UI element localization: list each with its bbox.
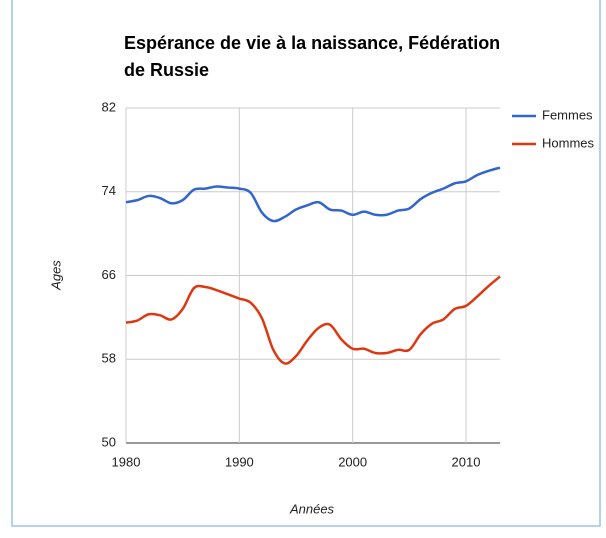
x-tick-label: 2000 <box>338 454 367 469</box>
x-tick-label: 1990 <box>225 454 254 469</box>
y-tick-label: 50 <box>102 434 116 449</box>
legend-label: Femmes <box>542 107 593 122</box>
frame <box>11 0 601 527</box>
line <box>125 166 501 223</box>
y-axis-label: Ages <box>48 260 63 291</box>
x-axis-label: Années <box>289 501 335 516</box>
x-tick-label: 1980 <box>112 454 141 469</box>
x-tick-label: 2010 <box>452 454 481 469</box>
y-tick-label: 66 <box>102 267 116 282</box>
y-tick-label: 74 <box>102 183 116 198</box>
line <box>125 275 501 365</box>
legend-label: Hommes <box>542 135 595 150</box>
y-tick-label: 58 <box>102 351 116 366</box>
chart-title: Espérance de vie à la naissance, Fédérat… <box>124 33 501 80</box>
y-tick-label: 82 <box>102 99 116 114</box>
